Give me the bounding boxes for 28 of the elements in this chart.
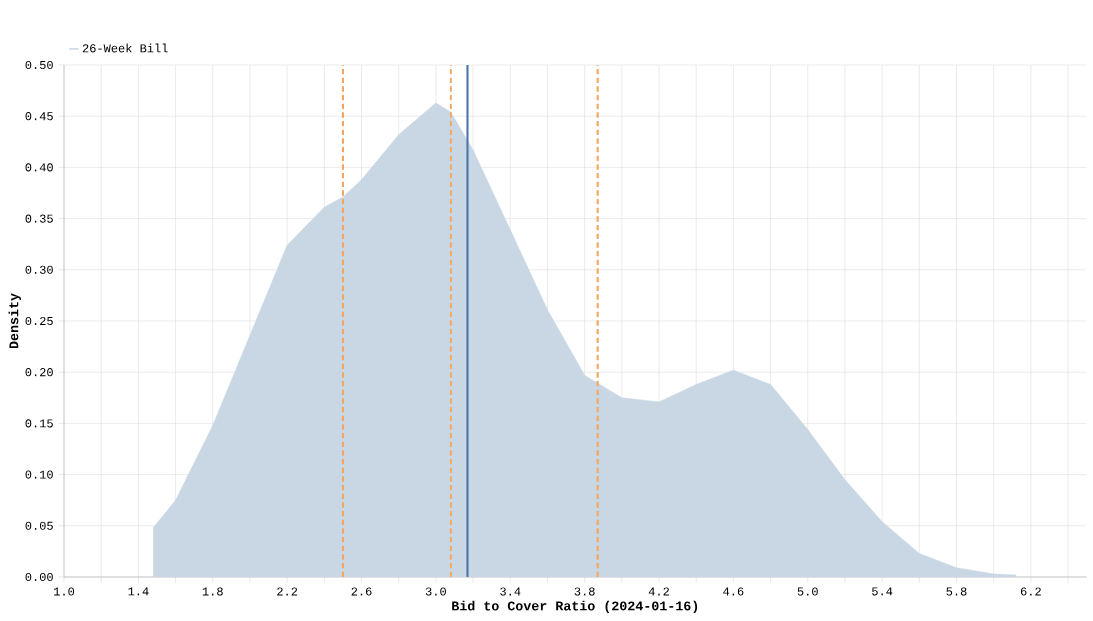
x-tick-label: 3.8 [574,587,595,596]
x-tick-label: 2.6 [351,587,372,596]
y-tick-label: 0.10 [25,470,53,479]
y-tick-label: 0.50 [25,60,53,70]
x-tick-label: 4.6 [723,587,744,596]
y-tick-label: 0.25 [25,316,53,326]
y-tick-label: 0.15 [25,419,53,428]
legend-label: 26-Week Bill [82,43,168,53]
x-axis-title: Bid to Cover Ratio (2024-01-16) [452,600,698,614]
x-tick-label: 5.4 [872,587,893,596]
y-axis-title: Density [8,293,21,349]
x-tick-label: 4.2 [648,587,669,596]
y-tick-label: 0.00 [25,572,53,582]
y-tick-label: 0.40 [25,163,53,172]
x-tick-label: 5.0 [797,587,818,596]
y-tick-label: 0.35 [25,214,53,223]
x-tick-label: 1.4 [128,587,149,596]
y-tick-label: 0.05 [25,521,53,530]
x-tick-label: 2.2 [277,587,298,596]
x-tick-label: 3.0 [425,587,446,596]
x-tick-label: 6.2 [1020,587,1041,596]
x-tick-label: 5.8 [946,587,967,596]
y-tick-label: 0.20 [25,368,53,377]
x-tick-label: 3.4 [500,587,521,596]
y-tick-label: 0.30 [25,265,53,274]
x-tick-label: 1.0 [54,587,75,596]
x-tick-label: 1.8 [202,587,223,596]
y-tick-label: 0.45 [25,112,53,121]
